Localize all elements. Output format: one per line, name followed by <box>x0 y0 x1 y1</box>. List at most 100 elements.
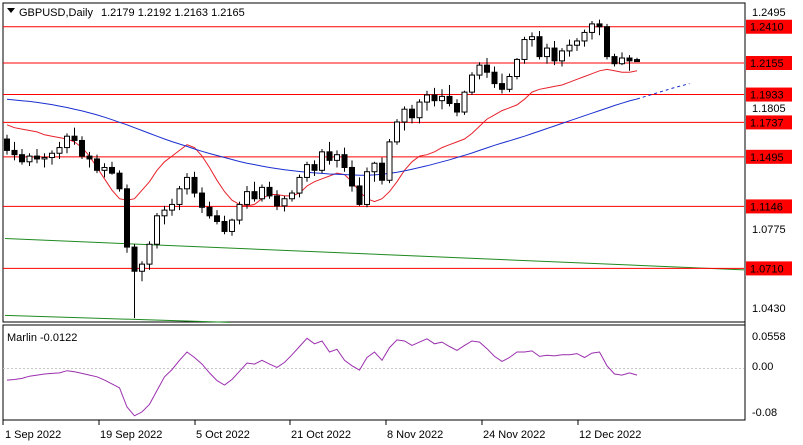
candle-body <box>574 40 580 46</box>
candle-body <box>41 157 48 160</box>
candle-body <box>341 154 348 168</box>
level-badge-label: 1.1933 <box>750 90 784 102</box>
level-badge-label: 1.2155 <box>750 58 784 70</box>
candles <box>4 19 640 319</box>
price-tick: 1.0775 <box>752 224 786 236</box>
osc-tick: -0.08 <box>752 407 777 419</box>
candle-body <box>304 164 310 178</box>
candle-body <box>274 195 280 207</box>
blue-moving-average <box>6 83 690 176</box>
level-badge-label: 1.1146 <box>750 201 783 213</box>
candle-body <box>124 188 130 248</box>
time-label: 24 Nov 2022 <box>483 429 545 441</box>
candle-body <box>394 121 400 143</box>
green-ma-line-2 <box>4 314 231 323</box>
level-badge-label: 1.2410 <box>750 22 784 34</box>
candle-body <box>364 171 370 205</box>
candle-body <box>169 203 175 211</box>
candle-body <box>589 23 595 33</box>
candle-body <box>154 215 160 245</box>
candle-body <box>349 166 355 187</box>
red-moving-average <box>6 68 638 207</box>
candle-body <box>619 57 625 65</box>
level-badges: 1.2410 1.2155 1.1933 1.1737 1.1495 1.1146 1.07… <box>746 19 792 276</box>
candle-body <box>214 215 220 222</box>
oscillator-panel <box>2 324 746 421</box>
candle-body <box>439 95 445 102</box>
candle-body <box>499 83 505 90</box>
candle-body <box>199 192 205 208</box>
price-tick: 1.2495 <box>752 7 786 19</box>
candle-body <box>454 103 460 113</box>
candle-body <box>176 188 183 205</box>
candle-body <box>184 176 190 190</box>
candle-body <box>544 47 550 58</box>
candle-body <box>259 186 265 200</box>
candle-body <box>319 151 325 171</box>
osc-tick: 0.00 <box>752 361 773 373</box>
level-badge-label: 1.1737 <box>750 117 784 129</box>
candle-body <box>461 91 468 113</box>
candle-body <box>536 36 543 58</box>
candle-body <box>11 149 18 156</box>
candle-body <box>101 166 108 171</box>
time-axis: 1 Sep 2022 19 Sep 2022 5 Oct 2022 21 Oct… <box>2 420 641 441</box>
candle-body <box>371 162 378 173</box>
price-tick: 1.0430 <box>752 303 786 315</box>
candle-body <box>334 154 340 161</box>
oscillator-scale: 0.0558 0.00 -0.08 <box>752 331 786 419</box>
candle-body <box>416 101 423 119</box>
price-axis: 1.2495 1.1805 1.0775 1.0430 <box>752 7 786 315</box>
symbol-label: GBPUSD,Daily <box>19 7 93 19</box>
candle-body <box>19 154 25 163</box>
chevron-down-icon[interactable] <box>7 8 15 13</box>
candle-body <box>244 191 250 205</box>
time-label: 1 Sep 2022 <box>5 429 61 441</box>
candle-body <box>296 176 303 194</box>
candle-body <box>596 23 603 28</box>
level-badge <box>746 199 792 214</box>
ohlc-values: 1.2179 1.2192 1.2163 1.2165 <box>101 7 245 19</box>
time-label: 19 Sep 2022 <box>100 429 162 441</box>
candle-body <box>221 220 228 232</box>
candle-body <box>626 57 633 62</box>
candle-body <box>476 64 483 76</box>
level-badge <box>746 55 792 70</box>
candle-body <box>514 58 520 77</box>
candle-body <box>604 26 610 58</box>
candle-body <box>611 56 618 65</box>
candle-body <box>109 166 115 174</box>
red-ma-path <box>6 68 638 207</box>
osc-tick: 0.0558 <box>752 331 786 343</box>
candle-body <box>379 162 385 181</box>
candle-body <box>581 31 588 42</box>
candle-body <box>94 158 100 171</box>
level-badge <box>746 87 792 102</box>
candle-body <box>79 139 85 157</box>
candle-body <box>229 219 235 232</box>
candle-body <box>191 176 198 194</box>
candle-body <box>326 151 333 161</box>
level-badge <box>746 149 792 164</box>
candle-body <box>446 95 453 105</box>
candle-body <box>506 75 513 90</box>
candle-body <box>401 108 408 123</box>
level-badge <box>746 115 792 130</box>
blue-ma-path <box>6 98 638 176</box>
candle-body <box>161 209 168 217</box>
time-label: 21 Oct 2022 <box>291 429 351 441</box>
candle-body <box>409 108 415 119</box>
candle-body <box>469 74 475 93</box>
candle-body <box>71 135 78 141</box>
candle-body <box>566 44 573 52</box>
candle-body <box>116 172 123 190</box>
candle-body <box>4 138 10 151</box>
level-badge <box>746 261 792 276</box>
candle-body <box>289 192 295 200</box>
candle-body <box>56 147 63 154</box>
price-tick: 1.1805 <box>752 103 786 115</box>
candle-body <box>634 59 640 63</box>
candle-body <box>206 206 213 217</box>
candle-body <box>64 135 70 149</box>
